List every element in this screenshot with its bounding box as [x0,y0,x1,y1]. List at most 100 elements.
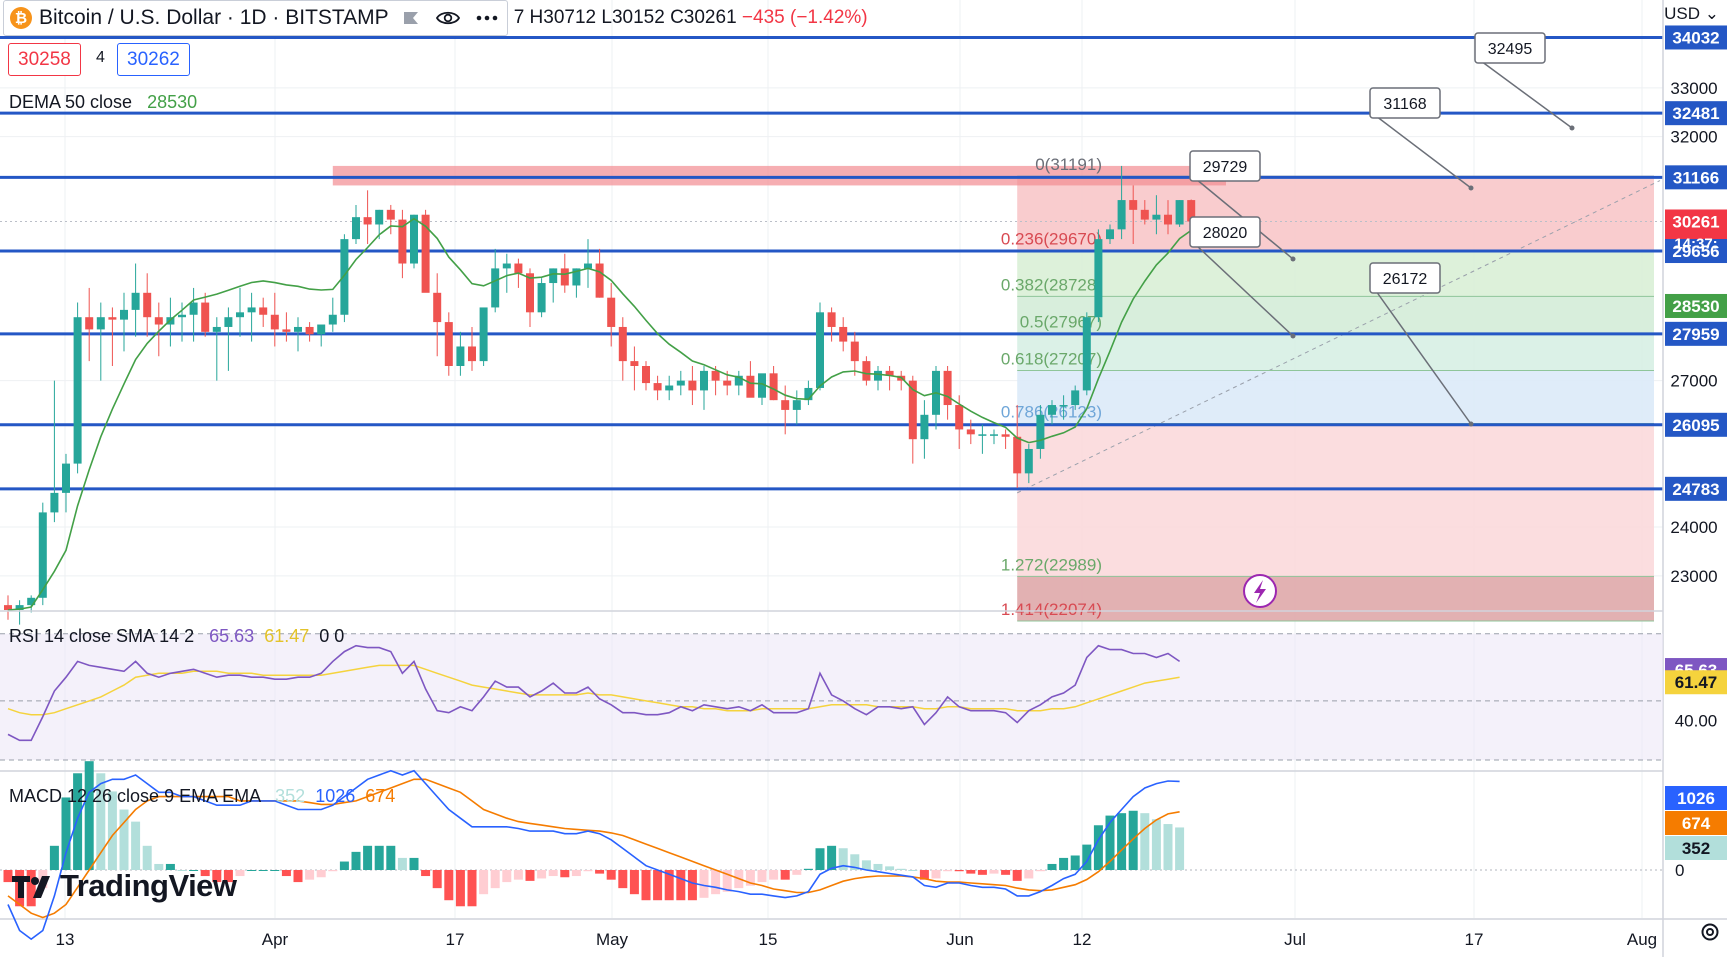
macd-histogram-bar [873,863,883,870]
candle-body [433,292,442,323]
fibonacci-zones: 0(31191) 0.236(29670) 0.382(28728) 0.5(2796… [332,155,1661,622]
ask-price-box[interactable]: 30262 [117,43,190,76]
macd-histogram-bar [653,870,663,901]
macd-histogram-bar [1140,813,1150,870]
macd-histogram-bar [258,870,268,871]
macd-histogram-bar [919,870,929,880]
macd-histogram-bar [305,870,315,880]
candle-body [27,597,36,606]
candle-body [340,239,349,315]
macd-histogram-bar [815,848,825,870]
macd-histogram-bar [432,870,442,889]
macd-histogram-bar [490,870,500,889]
candle-body [421,214,430,293]
fib-zone [1017,370,1654,424]
macd-histogram-bar [1093,825,1103,870]
macd-legend[interactable]: MACD 12 26 close 9 EMA EMA 352 1026 674 [9,786,395,807]
macd-histogram-bar [711,870,721,895]
ohlc-high: H30712 [529,7,597,28]
time-tick-label: Apr [262,930,289,949]
rsi-legend[interactable]: RSI 14 close SMA 14 2 65.63 61.47 0 0 [9,626,344,647]
symbol-box[interactable]: ₿ Bitcoin / U.S. Dollar · 1D · BITSTAMP [3,0,508,36]
macd-histogram-bar [119,809,129,870]
bid-price-box[interactable]: 30258 [8,43,81,76]
macd-histogram-bar [131,821,141,870]
macd-histogram-bar [537,870,547,879]
macd-histogram-bar [444,870,454,901]
macd-histogram-bar [165,863,175,870]
candle-body [120,309,128,320]
candle-body [15,605,24,610]
fib-zone [1017,250,1654,297]
macd-histogram-bar [270,870,280,871]
macd-axis-box [1665,786,1727,810]
fib-label: 1.414(22074) [1001,600,1102,619]
more-icon[interactable] [475,14,499,22]
dema-legend[interactable]: DEMA 50 close 28530 [9,92,197,113]
chevron-down-icon: ⌄ [1700,4,1719,23]
rsi-label: RSI 14 close SMA 14 2 [9,626,195,646]
callout-box [1369,87,1441,119]
eye-icon[interactable] [435,9,461,27]
gear-icon[interactable] [1699,921,1721,949]
callout-anchor [1290,333,1296,339]
candle-body [781,400,790,410]
macd-histogram-bar [1105,815,1115,870]
lightning-icon [1254,580,1266,603]
candle-body [514,263,523,274]
macd-histogram-bar [293,870,303,883]
candle-body [827,312,836,327]
candle-body [711,370,720,381]
macd-histogram-bar [850,854,860,870]
macd-histogram-bar [513,870,523,880]
resistance-zone [332,165,1226,186]
candle-body [642,366,650,384]
macd-line [7,769,1180,941]
rsi-sma-axis-box [1665,670,1727,695]
candle-body [607,297,616,327]
bid-price: 30258 [18,48,71,70]
macd-histogram-bar [1012,870,1022,881]
candle-body [178,314,186,318]
candle-body [1106,229,1114,240]
macd-histogram-bar [931,870,941,879]
macd-histogram-bar [908,870,918,871]
macd-histogram-bar [1059,857,1069,870]
macd-axis-box [1665,836,1727,860]
brand-name: TradingView [60,868,237,903]
candle-body [700,370,708,391]
candle-body [758,373,766,398]
candle-body [491,268,500,308]
axis-price-box [1665,293,1727,318]
time-tick-label: Jul [1284,930,1306,949]
macd-histogram-bar [861,860,871,870]
candle-body [1164,214,1172,225]
macd-histogram-bar [618,870,628,889]
candle-body [1152,214,1161,220]
flag-icon[interactable] [403,10,421,26]
callout-label: 31168 [1383,96,1426,113]
candle-body [502,263,511,269]
candle-body [189,302,198,315]
candle-body [560,268,569,286]
macd-zero-label: 0 [1675,861,1684,880]
candle-body [1013,436,1022,474]
macd-histogram-bar [316,870,326,878]
candle-body [943,370,952,406]
callout-box [1369,262,1441,294]
fib-label: 0.382(28728) [1001,275,1102,294]
candle-body [131,292,140,310]
macd-histogram-bar [954,870,964,872]
currency-text: USD [1664,4,1701,23]
axis-price-box [1665,321,1727,346]
axis-tick-label: 24000 [1670,518,1717,537]
macd-histogram-bar [1151,819,1161,870]
candle-body [1094,239,1103,318]
macd-histogram-bar [73,773,83,870]
callout-label: 26172 [1383,271,1428,288]
macd-histogram-bar [1082,844,1092,870]
macd-histogram-bar [235,870,245,877]
macd-hist-value: 352 [275,786,306,806]
currency-label[interactable]: USD ⌄ [1664,4,1719,24]
